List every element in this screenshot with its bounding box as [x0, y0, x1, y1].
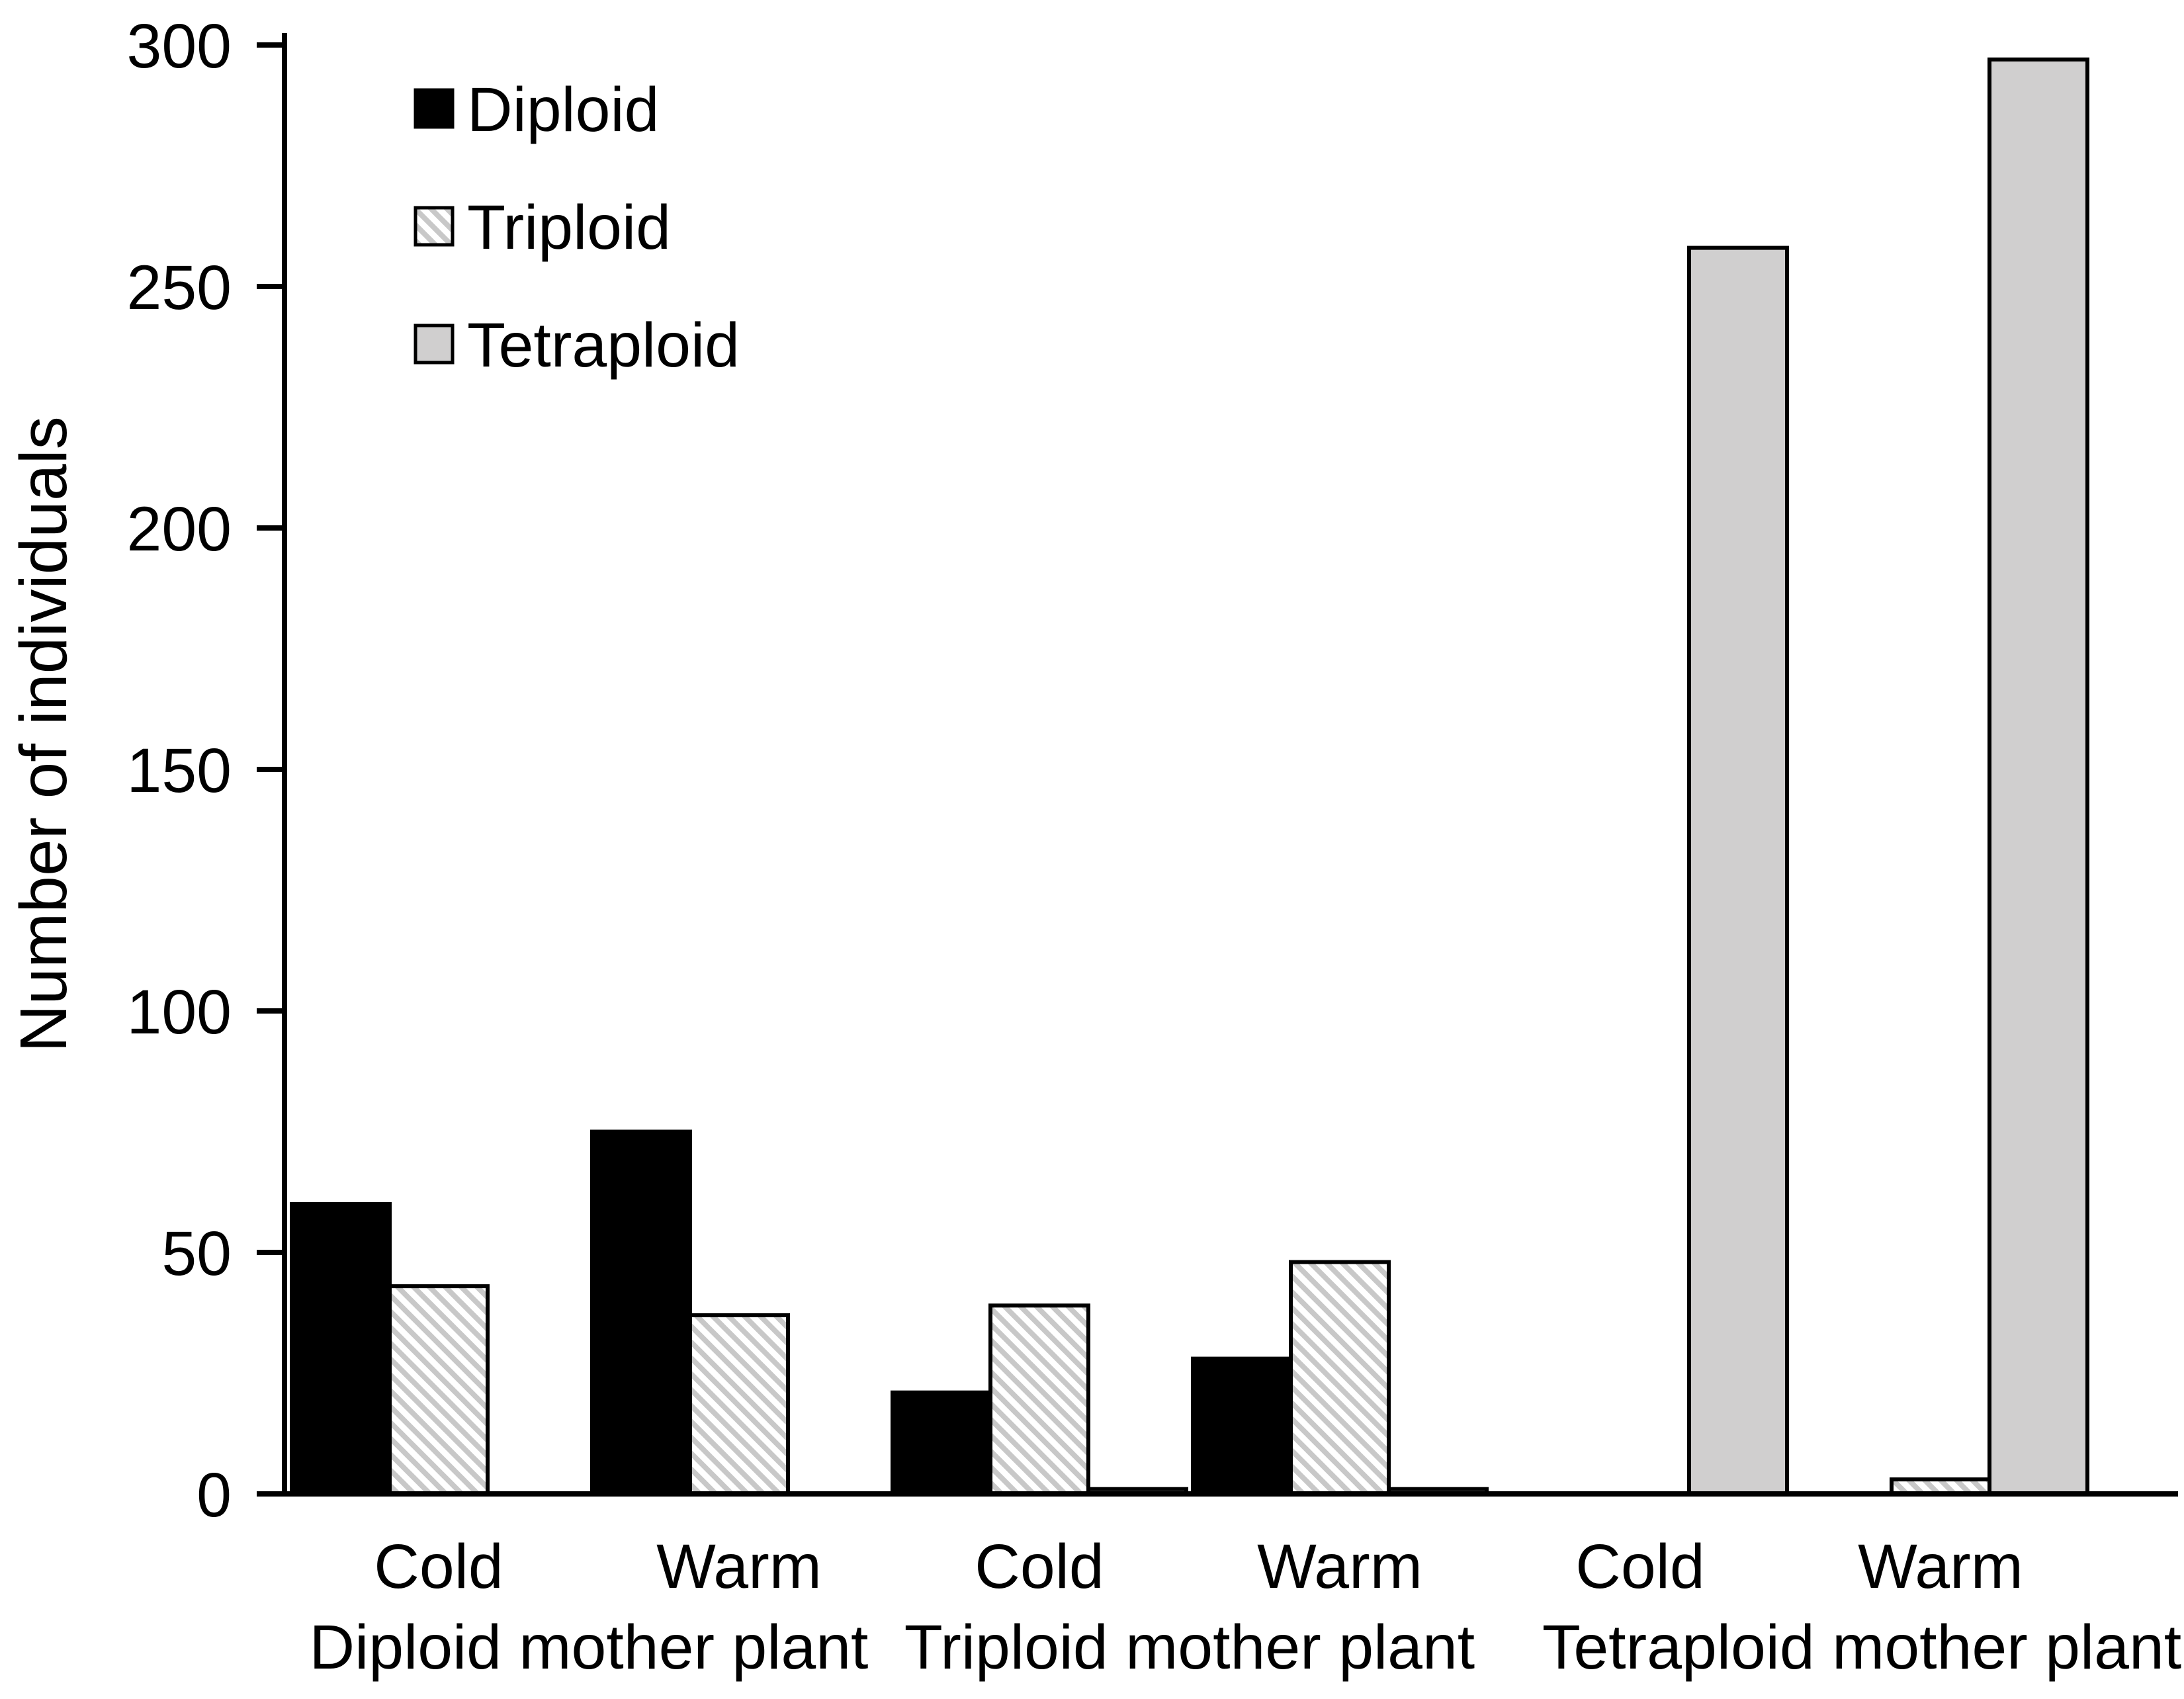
- x-group-label: Triploid mother plant: [904, 1612, 1475, 1682]
- legend-swatch-triploid-hatch-icon: [414, 206, 455, 247]
- legend-label-diploid: Diploid: [467, 75, 659, 145]
- x-tick-label: Cold: [975, 1532, 1104, 1602]
- y-tick-label: 250: [126, 253, 232, 323]
- y-tick-label: 300: [126, 11, 232, 81]
- y-tick-label: 150: [126, 736, 232, 806]
- bar-triploid-cold-0: [388, 1284, 490, 1496]
- y-tick-label: 0: [197, 1460, 232, 1530]
- bar-tetraploid-warm-2: [1987, 57, 2089, 1497]
- legend-label-triploid: Triploid: [467, 193, 671, 263]
- bar-triploid-cold-1: [988, 1303, 1090, 1497]
- bar-triploid-warm-0: [688, 1313, 790, 1497]
- x-group-label: Tetraploid mother plant: [1542, 1612, 2181, 1682]
- legend-swatch-tetraploid-icon: [414, 324, 455, 365]
- x-tick-label: Cold: [374, 1532, 503, 1602]
- bar-diploid-cold-1: [891, 1390, 992, 1496]
- x-tick-label: Warm: [1858, 1532, 2023, 1602]
- y-tick-label: 100: [126, 977, 232, 1047]
- bar-triploid-warm-1: [1289, 1260, 1391, 1496]
- bar-diploid-warm-0: [590, 1129, 692, 1496]
- x-tick-label: Cold: [1575, 1532, 1704, 1602]
- x-group-label: Diploid mother plant: [310, 1612, 869, 1682]
- y-axis-title: Number of individuals: [7, 416, 81, 1053]
- legend-swatch-diploid-icon: [414, 88, 455, 129]
- x-tick-label: Warm: [656, 1532, 822, 1602]
- bar-tetraploid-cold-2: [1687, 245, 1789, 1497]
- legend-label-tetraploid: Tetraploid: [467, 310, 740, 380]
- bar-diploid-warm-1: [1191, 1356, 1293, 1497]
- y-tick-label: 200: [126, 494, 232, 564]
- y-tick-label: 50: [161, 1219, 232, 1289]
- bar-diploid-cold-0: [290, 1202, 392, 1496]
- x-tick-label: Warm: [1257, 1532, 1422, 1602]
